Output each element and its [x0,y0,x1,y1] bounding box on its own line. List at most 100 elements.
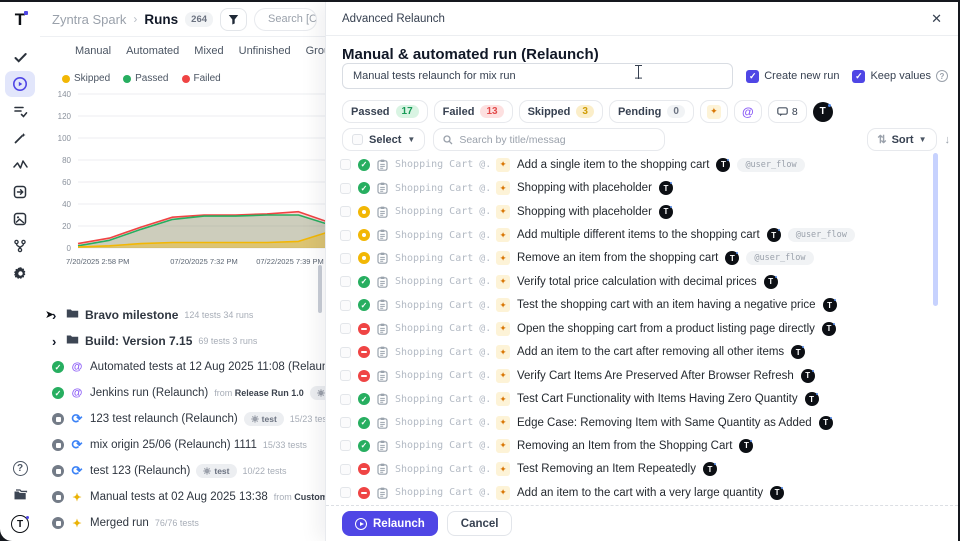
keep-values-checkbox[interactable]: ✓ Keep values ? [852,69,948,83]
run-row[interactable]: ✓ @ Jenkins run (Relaunch) from Release Run… [40,380,325,406]
folder-row[interactable]: › Bravo milestone 124 tests 34 runs [40,302,325,328]
select-dropdown[interactable]: Select ▼ [342,128,426,151]
test-row[interactable]: Shopping Cart @... ✦ Add multiple differen… [326,223,958,246]
chevron-right-icon[interactable]: › [52,307,57,323]
test-row[interactable]: ✓ Shopping Cart @... ✦ Verify total price c… [326,270,958,293]
test-row[interactable]: Shopping Cart @... ✦ Remove an item from t… [326,247,958,270]
filter-chip-passed[interactable]: Passed 17 [342,100,428,123]
test-row[interactable]: ✓ Shopping Cart @... ✦ Shopping with placeh… [326,176,958,199]
row-checkbox[interactable] [340,393,351,405]
test-row[interactable]: Shopping Cart @... ✦ Add an item to the ca… [326,481,958,504]
test-title[interactable]: Test Cart Functionality with Items Havin… [517,393,798,406]
run-title-input[interactable] [342,63,734,89]
app-logo[interactable]: T [14,10,29,29]
test-title[interactable]: Remove an item from the shopping cart [517,252,719,265]
test-title[interactable]: Edge Case: Removing Item with Same Quant… [517,416,812,429]
folder-title[interactable]: Build: Version 7.15 [85,334,193,348]
test-title[interactable]: Shopping with placeholder [517,182,652,195]
export-icon[interactable] [5,179,35,205]
run-row[interactable]: ⟳ test 123 (Relaunch) test 10/22 tests [40,458,325,484]
run-row[interactable]: ✦ Merged run 76/76 tests [40,510,325,536]
test-row[interactable]: ✓ Shopping Cart @... ✦ Test the shopping ca… [326,294,958,317]
run-title[interactable]: Merged run [90,517,149,529]
test-title[interactable]: Removing an Item from the Shopping Cart [517,439,733,452]
run-title[interactable]: mix origin 25/06 (Relaunch) 1111 [90,439,257,451]
test-row[interactable]: Shopping Cart @... ✦ Test Removing an Item… [326,458,958,481]
row-checkbox[interactable] [340,299,351,311]
modal-scrollbar[interactable] [933,153,938,306]
tab-mixed[interactable]: Mixed [194,44,224,57]
help-tooltip-icon[interactable]: ? [936,70,948,82]
create-new-run-checkbox[interactable]: ✓ Create new run [746,69,839,83]
row-checkbox[interactable] [340,417,351,429]
row-checkbox[interactable] [340,252,351,264]
settings-icon[interactable] [5,260,35,286]
test-row[interactable]: Shopping Cart @... ✦ Verify Cart Items Are… [326,364,958,387]
test-title[interactable]: Test Removing an Item Repeatedly [517,463,696,476]
folder-title[interactable]: Bravo milestone [85,308,179,322]
search-input[interactable]: Search [C ✕ [254,7,317,31]
row-checkbox[interactable] [340,440,351,452]
row-checkbox[interactable] [340,182,351,194]
plans-icon[interactable] [5,98,35,124]
run-row[interactable]: ⟳ 123 test relaunch (Relaunch) test 15/23 t… [40,406,325,432]
row-checkbox[interactable] [340,323,351,335]
row-checkbox[interactable] [340,206,351,218]
docs-icon[interactable] [5,482,35,508]
test-title[interactable]: Add a single item to the shopping cart [517,158,710,171]
row-checkbox[interactable] [340,487,351,499]
test-row[interactable]: Shopping Cart @... ✦ Shopping with placeho… [326,200,958,223]
run-row[interactable]: ✦ Manual tests at 02 Aug 2025 13:38 from C… [40,484,325,510]
branch-icon[interactable] [5,233,35,259]
user-avatar[interactable]: T [11,515,29,533]
test-title[interactable]: Add an item to the cart after removing a… [517,346,785,359]
test-row[interactable]: Shopping Cart @... ✦ Add an item to the ca… [326,341,958,364]
test-title[interactable]: Shopping with placeholder [517,205,652,218]
run-title[interactable]: test 123 (Relaunch) [90,465,191,477]
sort-direction-icon[interactable]: ↓ [944,133,951,146]
test-title[interactable]: Test the shopping cart with an item havi… [517,299,816,312]
run-row[interactable]: ⟳ mix origin 25/06 (Relaunch) 1111 15/33 t… [40,432,325,458]
relaunch-button[interactable]: Relaunch [342,511,438,536]
left-scrollbar[interactable] [318,265,322,313]
test-row[interactable]: ✓ Shopping Cart @... ✦ Test Cart Functional… [326,387,958,410]
chevron-right-icon[interactable]: › [52,333,57,349]
filter-chip-failed[interactable]: Failed 13 [433,100,513,123]
filter-button[interactable] [220,7,248,31]
media-icon[interactable] [5,206,35,232]
test-title[interactable]: Verify Cart Items Are Preserved After Br… [517,369,794,382]
test-row[interactable]: ✓ Shopping Cart @... ✦ Add a single item to… [326,153,958,176]
row-checkbox[interactable] [340,276,351,288]
tab-groups[interactable]: Groups [305,44,325,57]
tab-automated[interactable]: Automated [126,44,180,57]
comments-filter-button[interactable]: 8 [767,100,807,123]
run-row[interactable]: ✓ @ Automated tests at 12 Aug 2025 11:08 (… [40,354,325,380]
test-search-input[interactable]: Search by title/messag [433,128,666,151]
test-row[interactable]: ✓ Shopping Cart @... ✦ Removing an Item fro… [326,434,958,457]
runs-icon[interactable] [5,71,35,97]
row-checkbox[interactable] [340,159,351,171]
row-checkbox[interactable] [340,463,351,475]
sort-dropdown[interactable]: ⇅ Sort ▼ [867,128,937,151]
test-row[interactable]: ✓ Shopping Cart @... ✦ Edge Case: Removing … [326,411,958,434]
analytics-icon[interactable] [5,152,35,178]
filter-chip-skipped[interactable]: Skipped 3 [518,100,603,123]
test-title[interactable]: Add an item to the cart with a very larg… [517,486,764,499]
help-icon[interactable]: ? [5,455,35,481]
manual-filter-button[interactable]: ✦ [699,100,728,123]
run-title[interactable]: Jenkins run (Relaunch) [90,387,209,399]
run-title[interactable]: 123 test relaunch (Relaunch) [90,413,238,425]
assignee-filter-avatar[interactable]: T [812,101,833,122]
row-checkbox[interactable] [340,346,351,358]
test-title[interactable]: Add multiple different items to the shop… [517,229,760,242]
test-row[interactable]: Shopping Cart @... ✦ Open the shopping car… [326,317,958,340]
tab-manual[interactable]: Manual [75,44,112,57]
row-checkbox[interactable] [340,370,351,382]
row-checkbox[interactable] [340,229,351,241]
folder-row[interactable]: › Build: Version 7.15 69 tests 3 runs [40,328,325,354]
wand-icon[interactable] [5,125,35,151]
close-icon[interactable]: ✕ [931,10,942,26]
filter-chip-pending[interactable]: Pending 0 [608,100,694,123]
tests-icon[interactable] [5,44,35,70]
run-title[interactable]: Manual tests at 02 Aug 2025 13:38 [90,491,268,503]
